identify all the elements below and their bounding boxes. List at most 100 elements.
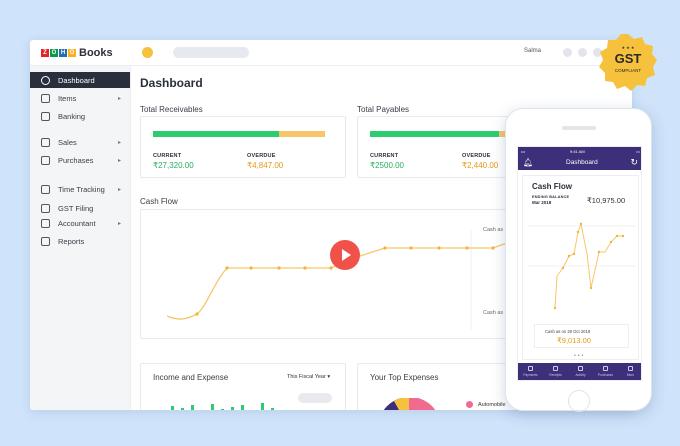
cashflow-label-bottom: Cash as o [483, 310, 508, 316]
cash-as-on-value: ₹9,013.00 [557, 336, 591, 345]
badge-subtitle: COMPLIANT [615, 68, 642, 73]
tab-icon [603, 366, 608, 371]
tab-icon [578, 366, 583, 371]
sidebar-item-purchases[interactable]: Purchases ▸ [30, 152, 130, 168]
sidebar-item-label: Sales [58, 137, 77, 147]
phone-cashflow-chart [528, 222, 635, 310]
cashflow-label-top: Cash as o [483, 227, 508, 233]
cart-icon [41, 137, 50, 147]
phone-home-button[interactable] [568, 390, 590, 412]
income-expense-bars [171, 403, 274, 410]
phone-tab-payments[interactable]: Payments [518, 365, 543, 377]
phone-speaker [562, 126, 596, 130]
phone-tab-purchases[interactable]: Purchases [593, 365, 618, 377]
chevron-right-icon: ▸ [117, 220, 121, 227]
sidebar-item-banking[interactable]: Banking [30, 108, 130, 124]
document-icon [41, 203, 50, 213]
dashboard-icon [41, 75, 50, 85]
receivables-overdue-bar [279, 131, 325, 137]
sidebar-item-sales[interactable]: Sales ▸ [30, 134, 130, 150]
phone-tab-label: More [626, 373, 635, 377]
expenses-pie [383, 398, 436, 410]
phone-tab-label: Payments [523, 373, 538, 377]
user-name[interactable]: Salma [524, 48, 542, 54]
cashflow-card[interactable]: Cash as o Cash as o [140, 209, 538, 339]
tab-icon [553, 366, 558, 371]
receivables-overdue-label: OVERDUE [247, 153, 276, 159]
phone-card-title: Cash Flow [532, 182, 573, 191]
box-icon [41, 93, 50, 103]
sidebar-item-label: Purchases [58, 155, 94, 165]
payables-current-value: ₹2500.00 [370, 161, 405, 170]
play-video-button[interactable] [330, 240, 360, 270]
sidebar-item-label: Accountant [58, 218, 96, 228]
payables-overdue-label: OVERDUE [462, 153, 491, 159]
phone-tab-receipts[interactable]: Receipts [543, 365, 568, 377]
chart-icon [41, 236, 50, 246]
sidebar-item-dashboard[interactable]: Dashboard [30, 72, 130, 88]
topbar-icon-2[interactable] [578, 48, 587, 57]
sidebar-item-gst-filing[interactable]: GST Filing [30, 200, 130, 216]
refresh-icon[interactable]: ↻ [630, 157, 638, 167]
phone-tab-activity[interactable]: Activity [568, 365, 593, 377]
carousel-dots[interactable]: ••• [574, 353, 586, 359]
sidebar-item-reports[interactable]: Reports [30, 233, 130, 249]
phone-cashflow-card[interactable]: Cash Flow ENDING BALANCE Mar 2018 ₹10,97… [522, 175, 639, 360]
receivables-current-label: CURRENT [153, 153, 182, 159]
phone-screen: ••• 9:41 AM ▭ 🔔︎ Dashboard ↻ Cash Flow E… [517, 146, 642, 381]
phone-mockup: ••• 9:41 AM ▭ 🔔︎ Dashboard ↻ Cash Flow E… [505, 108, 652, 412]
bag-icon [41, 155, 50, 165]
badge-title: GST [615, 51, 642, 66]
phone-tab-more[interactable]: More [618, 365, 641, 377]
ending-balance-date: Mar 2018 [532, 200, 552, 205]
view-toggle[interactable] [298, 393, 332, 403]
receivables-title: Total Receivables [140, 105, 203, 114]
payables-current-bar [370, 131, 499, 137]
sidebar-item-items[interactable]: Items ▸ [30, 90, 130, 106]
person-icon [41, 218, 50, 228]
payables-title: Total Payables [357, 105, 410, 114]
sidebar-item-label: Banking [58, 111, 86, 121]
sidebar-item-label: GST Filing [58, 203, 94, 213]
chevron-right-icon: ▸ [117, 186, 121, 193]
receivables-current-bar [153, 131, 279, 137]
bell-icon[interactable]: 🔔︎ [523, 158, 534, 167]
tab-icon [628, 366, 633, 371]
logo-letter: O [68, 48, 76, 57]
sidebar-item-label: Reports [58, 236, 85, 246]
topbar-icon-3[interactable] [593, 48, 602, 57]
cash-as-on-label: Cash as on 29 Oct 2018 [545, 329, 591, 334]
phone-tab-label: Receipts [549, 373, 562, 377]
search-input[interactable] [173, 47, 249, 58]
sidebar-item-time-tracking[interactable]: Time Tracking ▸ [30, 181, 130, 197]
gst-compliant-badge: ★ ★ ★ GST COMPLIANT [599, 34, 657, 91]
phone-header: 🔔︎ Dashboard ↻ [518, 156, 641, 170]
phone-status-bar: ••• 9:41 AM ▭ [518, 147, 641, 156]
logo-letter: O [50, 48, 58, 57]
logo-letter: Z [41, 48, 49, 57]
battery-icon: ▭ [636, 149, 640, 154]
income-expense-card[interactable]: Income and Expense This Fiscal Year ▾ [140, 363, 346, 410]
chevron-right-icon: ▸ [117, 157, 121, 164]
receivables-card[interactable]: CURRENT ₹27,320.00 OVERDUE ₹4,847.00 [140, 116, 346, 178]
signal-icon: ••• [521, 149, 526, 154]
payables-current-label: CURRENT [370, 153, 399, 159]
topbar-icon-1[interactable] [563, 48, 572, 57]
sidebar-item-label: Items [58, 93, 77, 103]
sidebar-item-label: Dashboard [58, 75, 95, 85]
sidebar-item-accountant[interactable]: Accountant ▸ [30, 215, 130, 231]
receivables-current-value: ₹27,320.00 [153, 161, 194, 170]
badge-stars: ★ ★ ★ [622, 45, 635, 50]
fiscal-year-dropdown[interactable]: This Fiscal Year ▾ [287, 374, 331, 380]
bank-icon [41, 111, 50, 121]
cash-as-on-box: Cash as on 29 Oct 2018 ₹9,013.00 [534, 324, 629, 348]
notification-dot[interactable] [142, 47, 153, 58]
chevron-right-icon: ▸ [117, 139, 121, 146]
calendar-icon [41, 184, 50, 194]
legend-automobile: Automobile [478, 402, 506, 408]
page-title: Dashboard [140, 76, 203, 90]
receivables-overdue-value: ₹4,847.00 [247, 161, 284, 170]
